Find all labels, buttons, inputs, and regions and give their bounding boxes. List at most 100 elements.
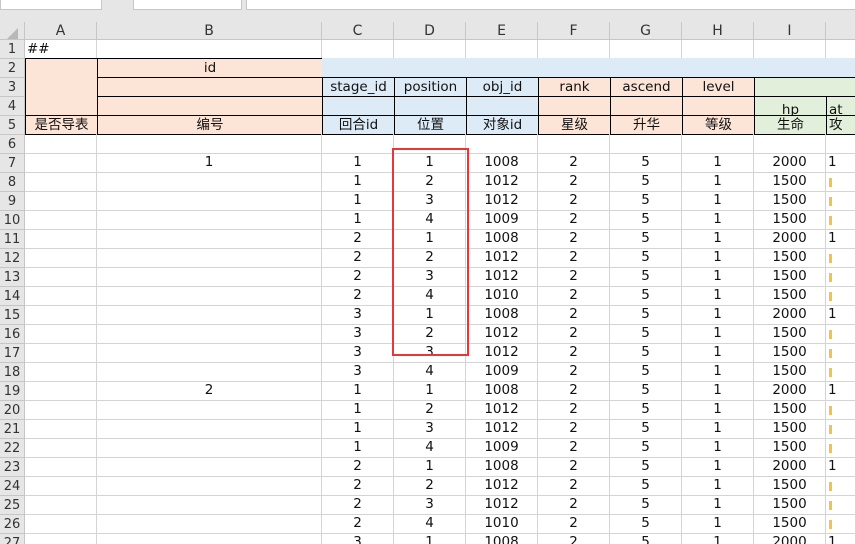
spreadsheet-grid[interactable]: ABCDEFGHIJ123456789101112131415161718192… [0,22,855,544]
cell-H12[interactable]: 1 [682,248,754,268]
cell-D21[interactable]: 3 [394,419,466,439]
column-header-B[interactable]: B [97,22,322,40]
cell-H5[interactable]: 等级 [682,115,755,135]
cell-E20[interactable]: 1012 [466,400,538,420]
cell-E27[interactable]: 1008 [466,533,538,544]
cell-G14[interactable]: 5 [610,286,682,306]
cell-E14[interactable]: 1010 [466,286,538,306]
cell-I27[interactable]: 2000 [754,533,826,544]
cell-F15[interactable]: 2 [538,305,610,325]
cell-F9[interactable]: 2 [538,191,610,211]
cell-F7[interactable]: 2 [538,153,610,173]
formula-buttons[interactable] [133,0,242,10]
cell-J5[interactable]: 攻 [826,115,855,135]
column-header-H[interactable]: H [682,22,754,40]
cell-I14[interactable]: 1500 [754,286,826,306]
cell-I12[interactable]: 1500 [754,248,826,268]
cell-D16[interactable]: 2 [394,324,466,344]
cell-J22[interactable] [826,438,855,458]
cell-E7[interactable]: 1008 [466,153,538,173]
cell-J25[interactable] [826,495,855,515]
cell-I17[interactable]: 1500 [754,343,826,363]
cell-E10[interactable]: 1009 [466,210,538,230]
cell-G7[interactable]: 5 [610,153,682,173]
cell-E13[interactable]: 1012 [466,267,538,287]
cell-J20[interactable] [826,400,855,420]
cell-E6[interactable] [466,134,538,154]
cell-E23[interactable]: 1008 [466,457,538,477]
row-header-23[interactable]: 23 [0,458,25,477]
cell-A9[interactable] [25,191,97,211]
row-header-6[interactable]: 6 [0,135,25,154]
cell-F18[interactable]: 2 [538,362,610,382]
cell-D8[interactable]: 2 [394,172,466,192]
cell-C16[interactable]: 3 [322,324,394,344]
row-header-26[interactable]: 26 [0,515,25,534]
column-header-E[interactable]: E [466,22,538,40]
cell-H13[interactable]: 1 [682,267,754,287]
cell-D23[interactable]: 1 [394,457,466,477]
cell-B19[interactable]: 2 [97,381,322,401]
cell-B5[interactable]: 编号 [97,115,323,135]
cell-B14[interactable] [97,286,322,306]
cell-A1[interactable]: ## [25,40,97,59]
cell-B2[interactable]: id [97,58,323,78]
formula-input[interactable] [246,0,855,10]
cell-E26[interactable]: 1010 [466,514,538,534]
cell-H19[interactable]: 1 [682,381,754,401]
cell-C10[interactable]: 1 [322,210,394,230]
row-header-19[interactable]: 19 [0,382,25,401]
cell-I22[interactable]: 1500 [754,438,826,458]
row-header-10[interactable]: 10 [0,211,25,230]
cell-F10[interactable]: 2 [538,210,610,230]
row-header-20[interactable]: 20 [0,401,25,420]
cell-B25[interactable] [97,495,322,515]
row-header-24[interactable]: 24 [0,477,25,496]
cell-B1[interactable] [97,40,322,59]
cell-F21[interactable]: 2 [538,419,610,439]
cell-D1[interactable] [394,40,466,59]
cell-G17[interactable]: 5 [610,343,682,363]
cell-F12[interactable]: 2 [538,248,610,268]
cell-J1[interactable] [826,40,855,59]
cell-A24[interactable] [25,476,97,496]
cell-F13[interactable]: 2 [538,267,610,287]
column-header-F[interactable]: F [538,22,610,40]
cell-D20[interactable]: 2 [394,400,466,420]
cell-E1[interactable] [466,40,538,59]
cell-D3[interactable]: position [394,77,467,97]
cell-E24[interactable]: 1012 [466,476,538,496]
cell-E8[interactable]: 1012 [466,172,538,192]
cell-J23[interactable]: 1 [826,457,855,477]
row-header-9[interactable]: 9 [0,192,25,211]
cell-I18[interactable]: 1500 [754,362,826,382]
cell-G16[interactable]: 5 [610,324,682,344]
cell-J13[interactable] [826,267,855,287]
cell-A18[interactable] [25,362,97,382]
cell-D7[interactable]: 1 [394,153,466,173]
cell-J8[interactable] [826,172,855,192]
cell-C9[interactable]: 1 [322,191,394,211]
cell-C12[interactable]: 2 [322,248,394,268]
cell-C22[interactable]: 1 [322,438,394,458]
cell-C4[interactable] [322,96,395,116]
cell-I20[interactable]: 1500 [754,400,826,420]
cell-G15[interactable]: 5 [610,305,682,325]
cell-J14[interactable] [826,286,855,306]
cell-C20[interactable]: 1 [322,400,394,420]
cell-I13[interactable]: 1500 [754,267,826,287]
cell-A21[interactable] [25,419,97,439]
cell-E17[interactable]: 1012 [466,343,538,363]
column-header-D[interactable]: D [394,22,466,40]
cell-H3[interactable]: level [682,77,755,97]
cell-C6[interactable] [322,134,394,154]
cell-G9[interactable]: 5 [610,191,682,211]
cell-H17[interactable]: 1 [682,343,754,363]
cell-F16[interactable]: 2 [538,324,610,344]
cell-G12[interactable]: 5 [610,248,682,268]
cell-C21[interactable]: 1 [322,419,394,439]
cell-H24[interactable]: 1 [682,476,754,496]
cell-J11[interactable]: 1 [826,229,855,249]
cell-C2[interactable] [322,58,855,78]
cell-C1[interactable] [322,40,394,59]
